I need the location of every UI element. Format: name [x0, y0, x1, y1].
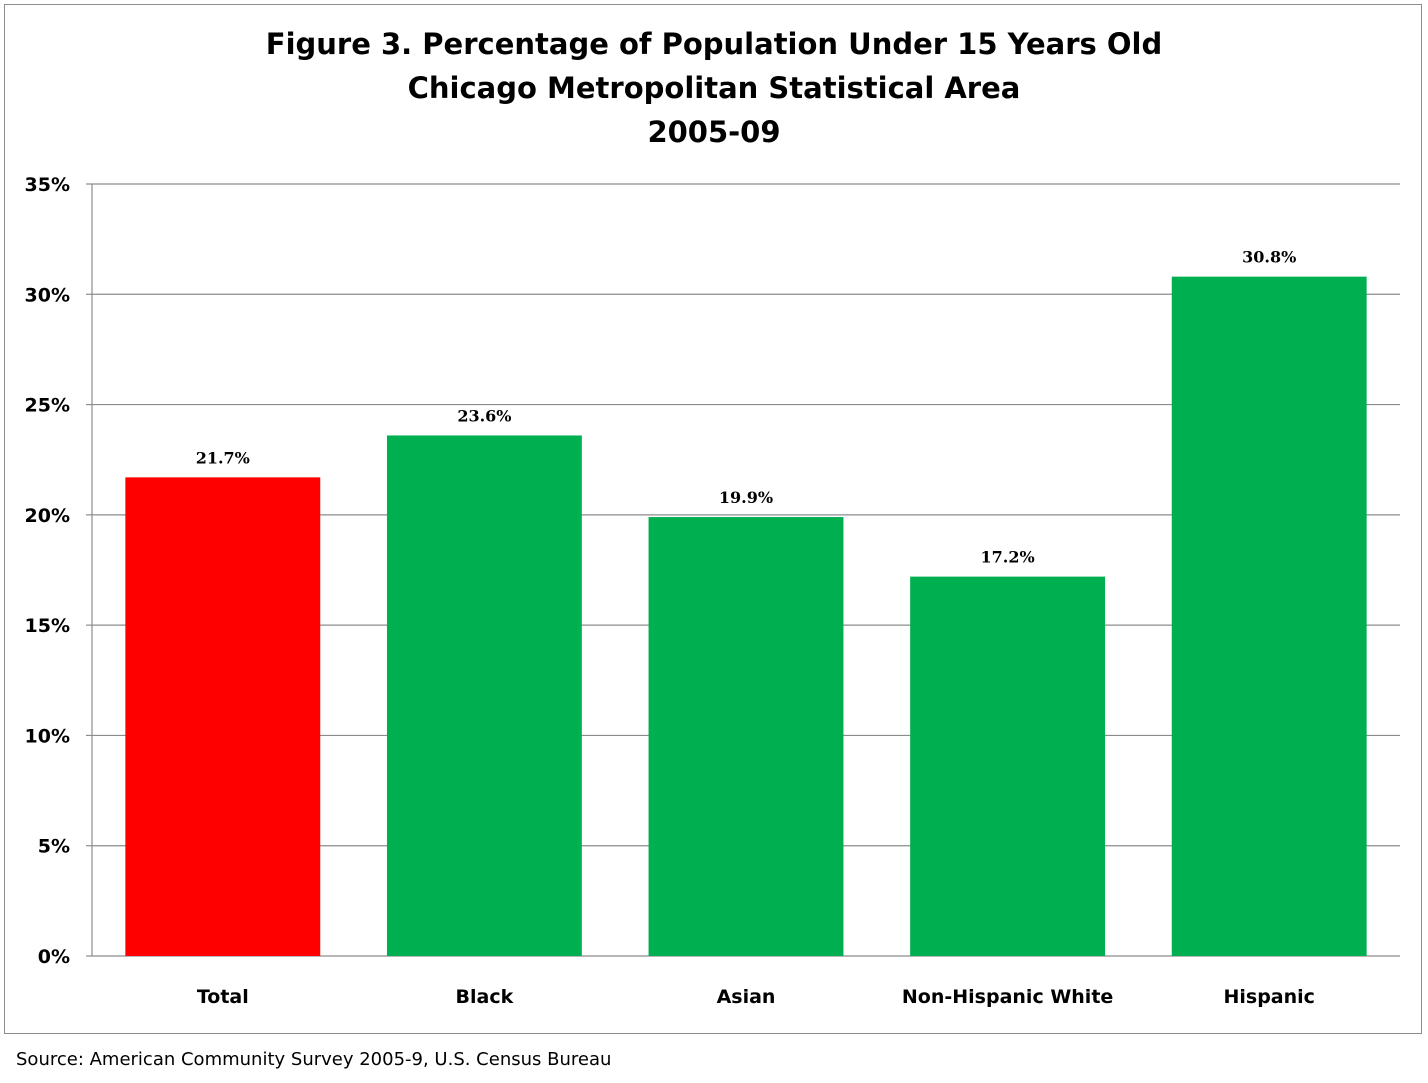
y-tick-label: 10%: [25, 725, 70, 747]
y-tick-label: 15%: [25, 615, 70, 637]
x-tick-label: Asian: [717, 986, 776, 1008]
bar: [386, 435, 582, 956]
chart-title-line-2: Chicago Metropolitan Statistical Area: [407, 71, 1021, 105]
data-label: 17.2%: [981, 548, 1035, 567]
y-tick-label: 25%: [25, 395, 70, 417]
bar: [125, 477, 321, 956]
y-tick-label: 35%: [25, 174, 70, 196]
x-tick-label: Hispanic: [1223, 986, 1314, 1008]
data-label: 30.8%: [1242, 248, 1296, 267]
source-note: Source: American Community Survey 2005-9…: [16, 1049, 612, 1070]
y-tick-label: 0%: [38, 946, 70, 968]
data-label: 19.9%: [719, 488, 773, 507]
y-tick-label: 30%: [25, 284, 70, 306]
x-tick-label: Total: [197, 986, 249, 1008]
x-tick-label: Black: [456, 986, 514, 1008]
bar: [1171, 276, 1367, 956]
chart-title: Figure 3. Percentage of Population Under…: [0, 22, 1428, 154]
y-tick-label: 20%: [25, 505, 70, 527]
data-label: 21.7%: [196, 448, 250, 467]
bar: [910, 576, 1106, 956]
y-tick-label: 5%: [38, 836, 70, 858]
chart-title-line-3: 2005-09: [647, 115, 781, 149]
data-label: 23.6%: [457, 406, 511, 425]
x-tick-label: Non-Hispanic White: [902, 986, 1113, 1008]
bar: [648, 517, 844, 956]
chart-title-line-1: Figure 3. Percentage of Population Under…: [265, 27, 1163, 61]
